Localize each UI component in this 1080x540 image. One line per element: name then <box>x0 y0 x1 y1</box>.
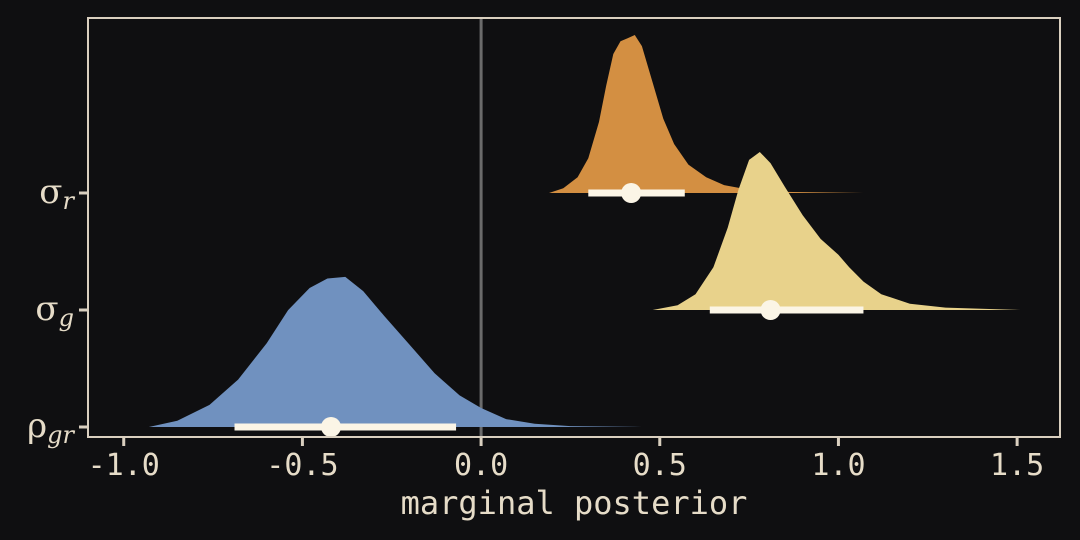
x-tick-label: -1.0 <box>88 448 160 483</box>
plot-frame <box>87 17 1061 438</box>
point-estimate-σr <box>621 183 642 203</box>
density-σg <box>652 152 1021 310</box>
x-tick-label: 0.5 <box>633 448 687 483</box>
x-tick-label: 0.0 <box>454 448 508 483</box>
x-tick-label: 1.0 <box>811 448 865 483</box>
x-axis-title: marginal posterior <box>401 484 748 522</box>
y-axis: σr σg ρgr <box>27 172 88 449</box>
y-tick-label: σr <box>39 172 75 215</box>
y-tick-label: σg <box>35 289 74 332</box>
density-ρgr <box>148 276 642 427</box>
x-tick-label: 1.5 <box>990 448 1044 483</box>
y-tick-label: ρgr <box>27 406 75 449</box>
chart-marks <box>148 18 1021 437</box>
point-estimate-σg <box>760 300 781 320</box>
density-σr <box>549 35 864 193</box>
x-axis: -1.0 -0.5 0.0 0.5 1.0 1.5 <box>88 437 1044 483</box>
x-tick-label: -0.5 <box>266 448 338 483</box>
point-estimate-ρgr <box>321 417 341 437</box>
